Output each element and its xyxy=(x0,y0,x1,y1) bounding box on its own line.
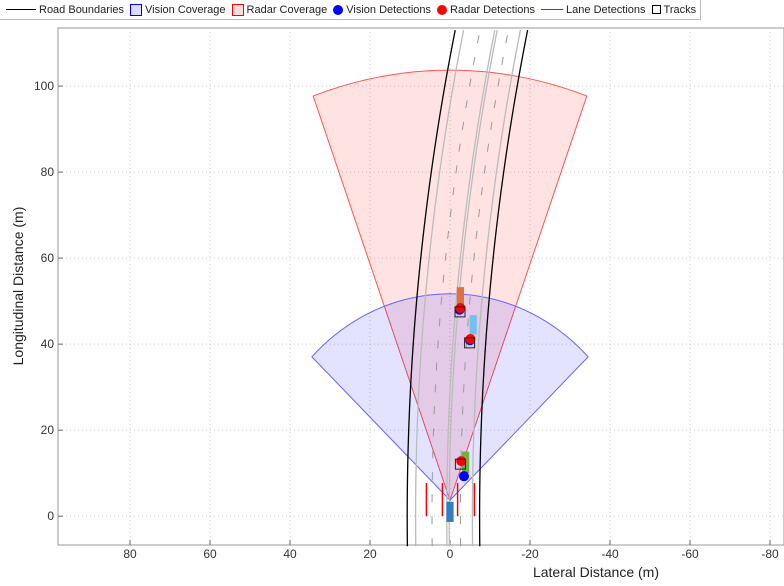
patch-icon xyxy=(130,3,143,16)
legend-label: Tracks xyxy=(663,3,697,16)
y-tick-label: 20 xyxy=(41,423,55,437)
legend-label: Vision Detections xyxy=(346,3,432,16)
lane-marking xyxy=(471,30,522,547)
radar-coverage xyxy=(312,69,588,502)
vision-detection xyxy=(459,471,469,482)
x-axis-label: Lateral Distance (m) xyxy=(533,564,659,580)
x-tick-label: 80 xyxy=(123,547,137,561)
y-axis-label: Longitudinal Distance (m) xyxy=(10,207,26,366)
x-tick-label: 60 xyxy=(203,547,217,561)
x-tick-label: 0 xyxy=(447,547,454,561)
square-icon xyxy=(651,5,661,14)
x-tick-label: -40 xyxy=(601,547,619,561)
legend-item[interactable]: Vision Coverage xyxy=(130,3,226,16)
legend-label: Lane Detections xyxy=(566,3,646,16)
legend-item[interactable]: Tracks xyxy=(651,3,697,16)
legend-item[interactable]: Road Boundaries xyxy=(6,4,124,16)
y-tick-label: 100 xyxy=(34,79,54,93)
x-tick-label: 20 xyxy=(363,547,377,561)
legend[interactable]: Road Boundaries Vision Coverage Radar Cove… xyxy=(0,0,701,20)
line-icon xyxy=(6,9,36,10)
x-tick-label: 40 xyxy=(283,547,297,561)
vehicle xyxy=(446,501,454,522)
legend-item[interactable]: Vision Detections xyxy=(333,4,431,16)
road-boundary xyxy=(406,30,456,547)
vehicle xyxy=(456,287,464,307)
y-tick-label: 80 xyxy=(41,165,55,179)
legend-label: Road Boundaries xyxy=(39,3,125,16)
x-tick-label: -60 xyxy=(681,547,699,561)
vehicle xyxy=(469,315,477,335)
track xyxy=(454,458,466,470)
axes-box xyxy=(57,27,784,546)
legend-label: Radar Coverage xyxy=(246,3,328,16)
filled-circle-icon xyxy=(333,4,344,15)
grid xyxy=(58,28,784,545)
radar-detection xyxy=(465,333,476,344)
line-icon xyxy=(541,9,564,10)
track xyxy=(464,337,476,349)
detections xyxy=(425,287,477,522)
filled-circle-icon xyxy=(437,4,448,15)
patch-icon xyxy=(231,3,244,16)
tick-labels: 80 60 40 20 0 -20 -40 -60 -80 0 20 40 60 80 100 xyxy=(34,79,779,561)
legend-item[interactable]: Radar Detections xyxy=(437,4,535,16)
x-tick-label: -80 xyxy=(761,547,779,561)
y-tick-label: 40 xyxy=(41,337,55,351)
lane-marking xyxy=(414,30,465,547)
y-tick-label: 60 xyxy=(41,251,55,265)
legend-label: Radar Detections xyxy=(450,3,536,16)
x-tick-label: -20 xyxy=(521,547,539,561)
y-tick-label: 0 xyxy=(47,509,54,523)
legend-item[interactable]: Lane Detections xyxy=(541,4,646,16)
legend-label: Vision Coverage xyxy=(145,3,226,16)
radar-detection xyxy=(455,303,466,314)
radar-detection xyxy=(456,456,467,467)
track xyxy=(454,306,466,318)
legend-item[interactable]: Radar Coverage xyxy=(231,3,328,16)
road-boundary xyxy=(478,30,529,547)
